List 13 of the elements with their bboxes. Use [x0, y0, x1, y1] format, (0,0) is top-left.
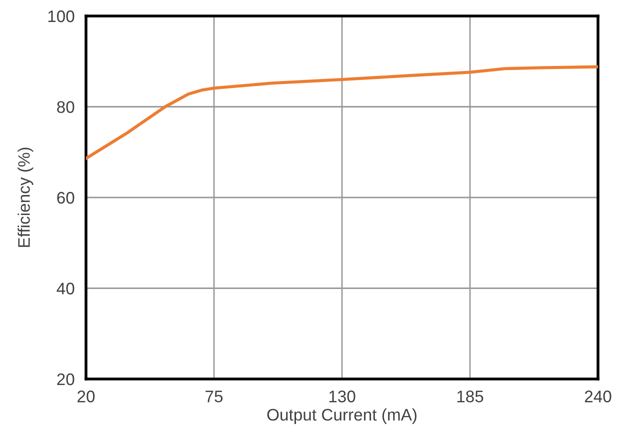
x-tick-label: 20	[78, 390, 95, 402]
x-axis-title: Output Current (mA)	[267, 408, 416, 424]
x-tick-label: 130	[329, 390, 356, 402]
line-series	[86, 65, 598, 160]
x-tick-label: 240	[584, 390, 612, 402]
y-tick-label: 100	[48, 10, 74, 22]
y-tick-label: 60	[57, 192, 74, 204]
x-tick-label: 185	[457, 390, 484, 402]
y-tick-label: 80	[57, 101, 74, 113]
y-tick-label: 20	[57, 373, 74, 386]
y-axis-title: Efficiency (%)	[18, 148, 34, 247]
x-tick-label: 75	[206, 390, 223, 402]
y-tick-label: 40	[56, 282, 74, 294]
